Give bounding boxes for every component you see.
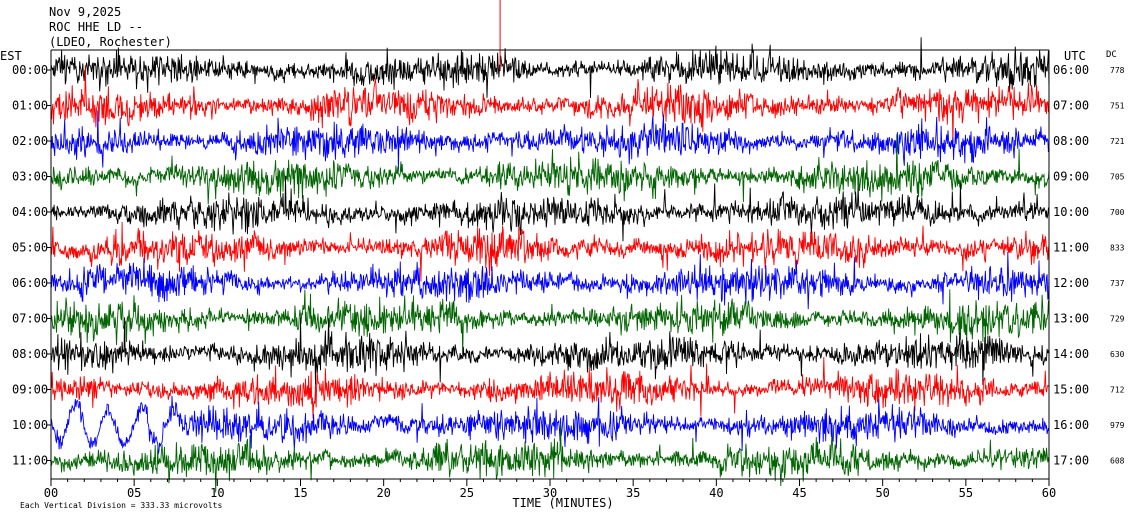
dc-label-00:00: 778	[1110, 66, 1125, 75]
utc-label-10:00: 10:00	[1053, 205, 1089, 219]
x-tick-label-55: 55	[959, 486, 973, 500]
utc-label-13:00: 13:00	[1053, 312, 1089, 326]
trace-row-04:00	[50, 175, 1050, 242]
utc-label-16:00: 16:00	[1053, 418, 1089, 432]
tick-layer	[50, 479, 1050, 486]
dc-label-06:00: 737	[1110, 279, 1125, 288]
x-tick-label-40: 40	[709, 486, 723, 500]
x-tick-label-00: 00	[44, 486, 58, 500]
utc-hour-labels: 06:00 07:00 08:00 09:00 10:00 11:00 12:00 13:00…	[1053, 63, 1089, 468]
dc-offset-labels: 778 751 721 705 700 833 737 729 630 712 979 608	[1110, 66, 1125, 466]
trace-row-02:00	[50, 110, 1050, 171]
est-label-09:00: 09:00	[12, 383, 48, 397]
est-label-01:00: 01:00	[12, 99, 48, 113]
dc-column-label: DC	[1106, 50, 1117, 60]
dc-label-11:00: 608	[1110, 457, 1125, 466]
trace-row-01:00	[50, 65, 1050, 145]
scale-note: Each Vertical Division = 333.33 microvol…	[20, 501, 222, 510]
utc-axis-label: UTC	[1064, 49, 1086, 63]
est-label-05:00: 05:00	[12, 241, 48, 255]
utc-label-06:00: 06:00	[1053, 63, 1089, 77]
trace-row-00:00	[50, 37, 1050, 99]
trace-row-05:00	[50, 221, 1050, 282]
x-tick-labels: 00 05 10 15 20 25 30 35 40 45 50 55 60	[44, 486, 1056, 500]
est-axis-label: EST	[0, 49, 22, 63]
est-label-03:00: 03:00	[12, 170, 48, 184]
trace-row-08:00	[50, 317, 1050, 386]
x-tick-label-15: 15	[293, 486, 307, 500]
dc-label-05:00: 833	[1110, 244, 1125, 253]
x-tick-label-20: 20	[376, 486, 390, 500]
dc-label-10:00: 979	[1110, 421, 1125, 430]
trace-row-07:00	[50, 289, 1050, 356]
dc-label-02:00: 721	[1110, 137, 1125, 146]
header-date: Nov 9,2025	[49, 5, 121, 19]
x-tick-label-30: 30	[543, 486, 557, 500]
x-tick-label-50: 50	[875, 486, 889, 500]
trace-row-06:00	[50, 251, 1050, 310]
x-tick-label-35: 35	[626, 486, 640, 500]
est-label-06:00: 06:00	[12, 276, 48, 290]
est-label-02:00: 02:00	[12, 134, 48, 148]
header-network: (LDEO, Rochester)	[49, 35, 172, 49]
utc-label-11:00: 11:00	[1053, 241, 1089, 255]
dc-label-09:00: 712	[1110, 386, 1125, 395]
est-label-00:00: 00:00	[12, 63, 48, 77]
header-station: ROC HHE LD --	[49, 20, 143, 34]
est-label-07:00: 07:00	[12, 312, 48, 326]
trace-row-11:00	[50, 423, 1050, 493]
x-tick-label-10: 10	[210, 486, 224, 500]
x-axis-title: TIME (MINUTES)	[512, 496, 613, 510]
utc-label-17:00: 17:00	[1053, 454, 1089, 468]
x-tick-label-25: 25	[460, 486, 474, 500]
utc-label-09:00: 09:00	[1053, 170, 1089, 184]
est-label-11:00: 11:00	[12, 454, 48, 468]
x-tick-label-60: 60	[1042, 486, 1056, 500]
trace-row-09:00	[50, 357, 1050, 419]
trace-row-10:00	[50, 395, 1050, 455]
dc-label-03:00: 705	[1110, 173, 1125, 182]
x-tick-label-05: 05	[127, 486, 141, 500]
utc-label-07:00: 07:00	[1053, 99, 1089, 113]
dc-label-07:00: 729	[1110, 315, 1125, 324]
dc-label-04:00: 700	[1110, 208, 1125, 217]
x-tick-label-45: 45	[792, 486, 806, 500]
dc-label-08:00: 630	[1110, 350, 1125, 359]
dc-label-01:00: 751	[1110, 102, 1125, 111]
trace-row-03:00	[50, 134, 1050, 205]
utc-label-14:00: 14:00	[1053, 347, 1089, 361]
est-label-10:00: 10:00	[12, 418, 48, 432]
utc-label-15:00: 15:00	[1053, 383, 1089, 397]
est-label-08:00: 08:00	[12, 347, 48, 361]
est-label-04:00: 04:00	[12, 205, 48, 219]
trace-layer	[50, 0, 1050, 493]
utc-label-12:00: 12:00	[1053, 276, 1089, 290]
est-hour-labels: 00:00 01:00 02:00 03:00 04:00 05:00 06:00 07:00…	[12, 63, 51, 468]
utc-label-08:00: 08:00	[1053, 134, 1089, 148]
